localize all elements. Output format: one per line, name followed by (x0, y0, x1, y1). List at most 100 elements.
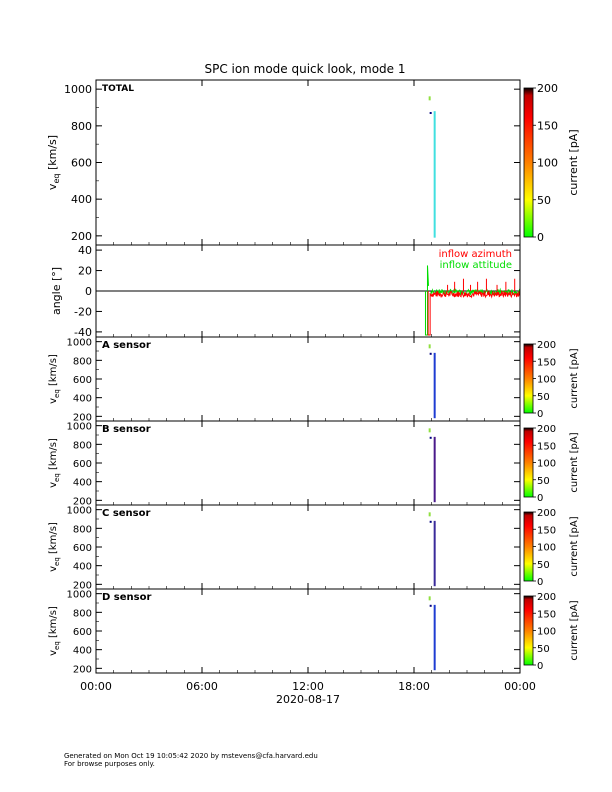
y-tick-label: 200 (73, 664, 92, 675)
y-axis-label: angle [°] (50, 267, 63, 315)
y-tick-label: 400 (73, 478, 92, 489)
data-dot (429, 520, 432, 523)
inflow-attitude-spike (424, 265, 429, 336)
data-dot (428, 344, 431, 349)
y-tick-label: 1000 (67, 422, 92, 433)
x-tick-label: 06:00 (186, 680, 218, 693)
y-tick-label: 400 (73, 562, 92, 573)
y-tick-label: 800 (73, 608, 92, 619)
panel-frame (95, 588, 521, 674)
colorbar-tick-label: 150 (537, 609, 556, 620)
data-dot (429, 604, 432, 607)
y-tick-label: 400 (73, 646, 92, 657)
x-tick-label: 00:00 (80, 680, 112, 693)
y-tick-label: 1000 (64, 83, 92, 96)
colorbar-tick-label: 0 (537, 577, 543, 588)
x-tick-label: 12:00 (292, 680, 324, 693)
colorbar-tick-label: 150 (537, 357, 556, 368)
data-dot (429, 352, 432, 355)
colorbar-tick-label: 200 (537, 592, 556, 603)
y-tick-label: 200 (73, 496, 92, 507)
footer-note: For browse purposes only. (64, 760, 155, 768)
data-strip (433, 520, 436, 587)
x-date-label: 2020-08-17 (276, 693, 340, 706)
colorbar-label: current [pA] (567, 129, 580, 195)
panel-label: B sensor (102, 424, 151, 435)
data-strip (433, 111, 436, 238)
colorbar (523, 87, 534, 238)
time-axis: 00:00 06:00 12:00 18:00 00:00 2020-08-17 (80, 80, 536, 706)
heatmap-panel-2: 200 400 600 800 1000 A sensor veq [km/s] 0 50 100… (48, 336, 580, 423)
y-tick-label: 1000 (67, 590, 92, 601)
legend-inflow-azimuth: inflow azimuth (439, 249, 512, 260)
colorbar-tick-label: 50 (537, 644, 550, 655)
panel-frame (95, 336, 521, 422)
y-tick-label: 400 (73, 394, 92, 405)
x-tick-label: 00:00 (504, 680, 536, 693)
colorbar-label: current [pA] (569, 516, 580, 576)
y-tick-label: 800 (73, 440, 92, 451)
data-dot (428, 596, 431, 601)
colorbar-tick-label: 150 (537, 119, 558, 132)
y-tick-label: 400 (71, 193, 92, 206)
colorbar-tick-label: 100 (537, 459, 556, 470)
x-tick-label: 18:00 (398, 680, 430, 693)
inflow-azimuth-spike (427, 291, 431, 336)
inflow-attitude-line (430, 287, 521, 297)
panel-label: TOTAL (102, 84, 134, 94)
heatmap-panel-3: 200 400 600 800 1000 B sensor veq [km/s] 0 50 100… (48, 420, 580, 507)
data-strip (433, 352, 436, 419)
y-axis-label: veq [km/s] (48, 438, 61, 488)
panel-label: C sensor (102, 508, 150, 519)
y-tick-label: 200 (73, 412, 92, 423)
colorbar-tick-label: 0 (537, 231, 544, 244)
heatmap-panel-4: 200 400 600 800 1000 C sensor veq [km/s] 0 50 100… (48, 504, 580, 591)
colorbar-label: current [pA] (569, 432, 580, 492)
colorbar-tick-label: 150 (537, 525, 556, 536)
panel-frame (95, 79, 521, 246)
y-tick-label: -40 (74, 326, 92, 339)
y-axis-label: veq [km/s] (48, 354, 61, 404)
y-axis-label: veq [km/s] (48, 522, 61, 572)
y-tick-label: 200 (71, 230, 92, 243)
footer: Generated on Mon Oct 19 10:05:42 2020 by… (64, 752, 318, 768)
footer-generated: Generated on Mon Oct 19 10:05:42 2020 by… (64, 752, 318, 760)
colorbar-tick-label: 0 (537, 661, 543, 672)
colorbar-tick-label: 50 (537, 476, 550, 487)
colorbar-tick-label: 50 (537, 392, 550, 403)
colorbar-tick-label: 0 (537, 409, 543, 420)
y-tick-label: 600 (73, 543, 92, 554)
y-tick-label: 40 (78, 244, 92, 257)
colorbar-label: current [pA] (569, 348, 580, 408)
colorbar-tick-label: 100 (537, 375, 556, 386)
panel-label: D sensor (102, 592, 151, 603)
y-tick-label: 600 (71, 157, 92, 170)
y-tick-label: 600 (73, 627, 92, 638)
colorbar-tick-label: 100 (537, 157, 558, 170)
y-tick-label: 800 (71, 120, 92, 133)
colorbar-tick-label: 100 (537, 627, 556, 638)
colorbar-tick-label: 200 (537, 340, 556, 351)
colorbar (523, 343, 534, 414)
y-tick-label: 1000 (67, 506, 92, 517)
panel-frame (95, 420, 521, 506)
y-tick-label: 20 (78, 265, 92, 278)
data-dot (428, 428, 431, 433)
y-tick-label: 1000 (67, 338, 92, 349)
colorbar-tick-label: 200 (537, 508, 556, 519)
heatmap-panel-5: 200 400 600 800 1000 D sensor veq [km/s] 0 50 100… (48, 588, 580, 675)
colorbar-tick-label: 100 (537, 543, 556, 554)
colorbar-tick-label: 150 (537, 441, 556, 452)
data-dot (429, 436, 432, 439)
data-dot (429, 112, 432, 114)
colorbar-tick-label: 200 (537, 424, 556, 435)
panel-frame (95, 504, 521, 590)
y-tick-label: 600 (73, 459, 92, 470)
y-tick-label: 0 (85, 285, 92, 298)
y-tick-label: 600 (73, 375, 92, 386)
heatmap-panel-0: 200 400 600 800 1000 TOTAL veq [km/s] 0 50 100 150… (46, 79, 580, 246)
colorbar-label: current [pA] (569, 600, 580, 660)
data-strip (433, 436, 436, 503)
